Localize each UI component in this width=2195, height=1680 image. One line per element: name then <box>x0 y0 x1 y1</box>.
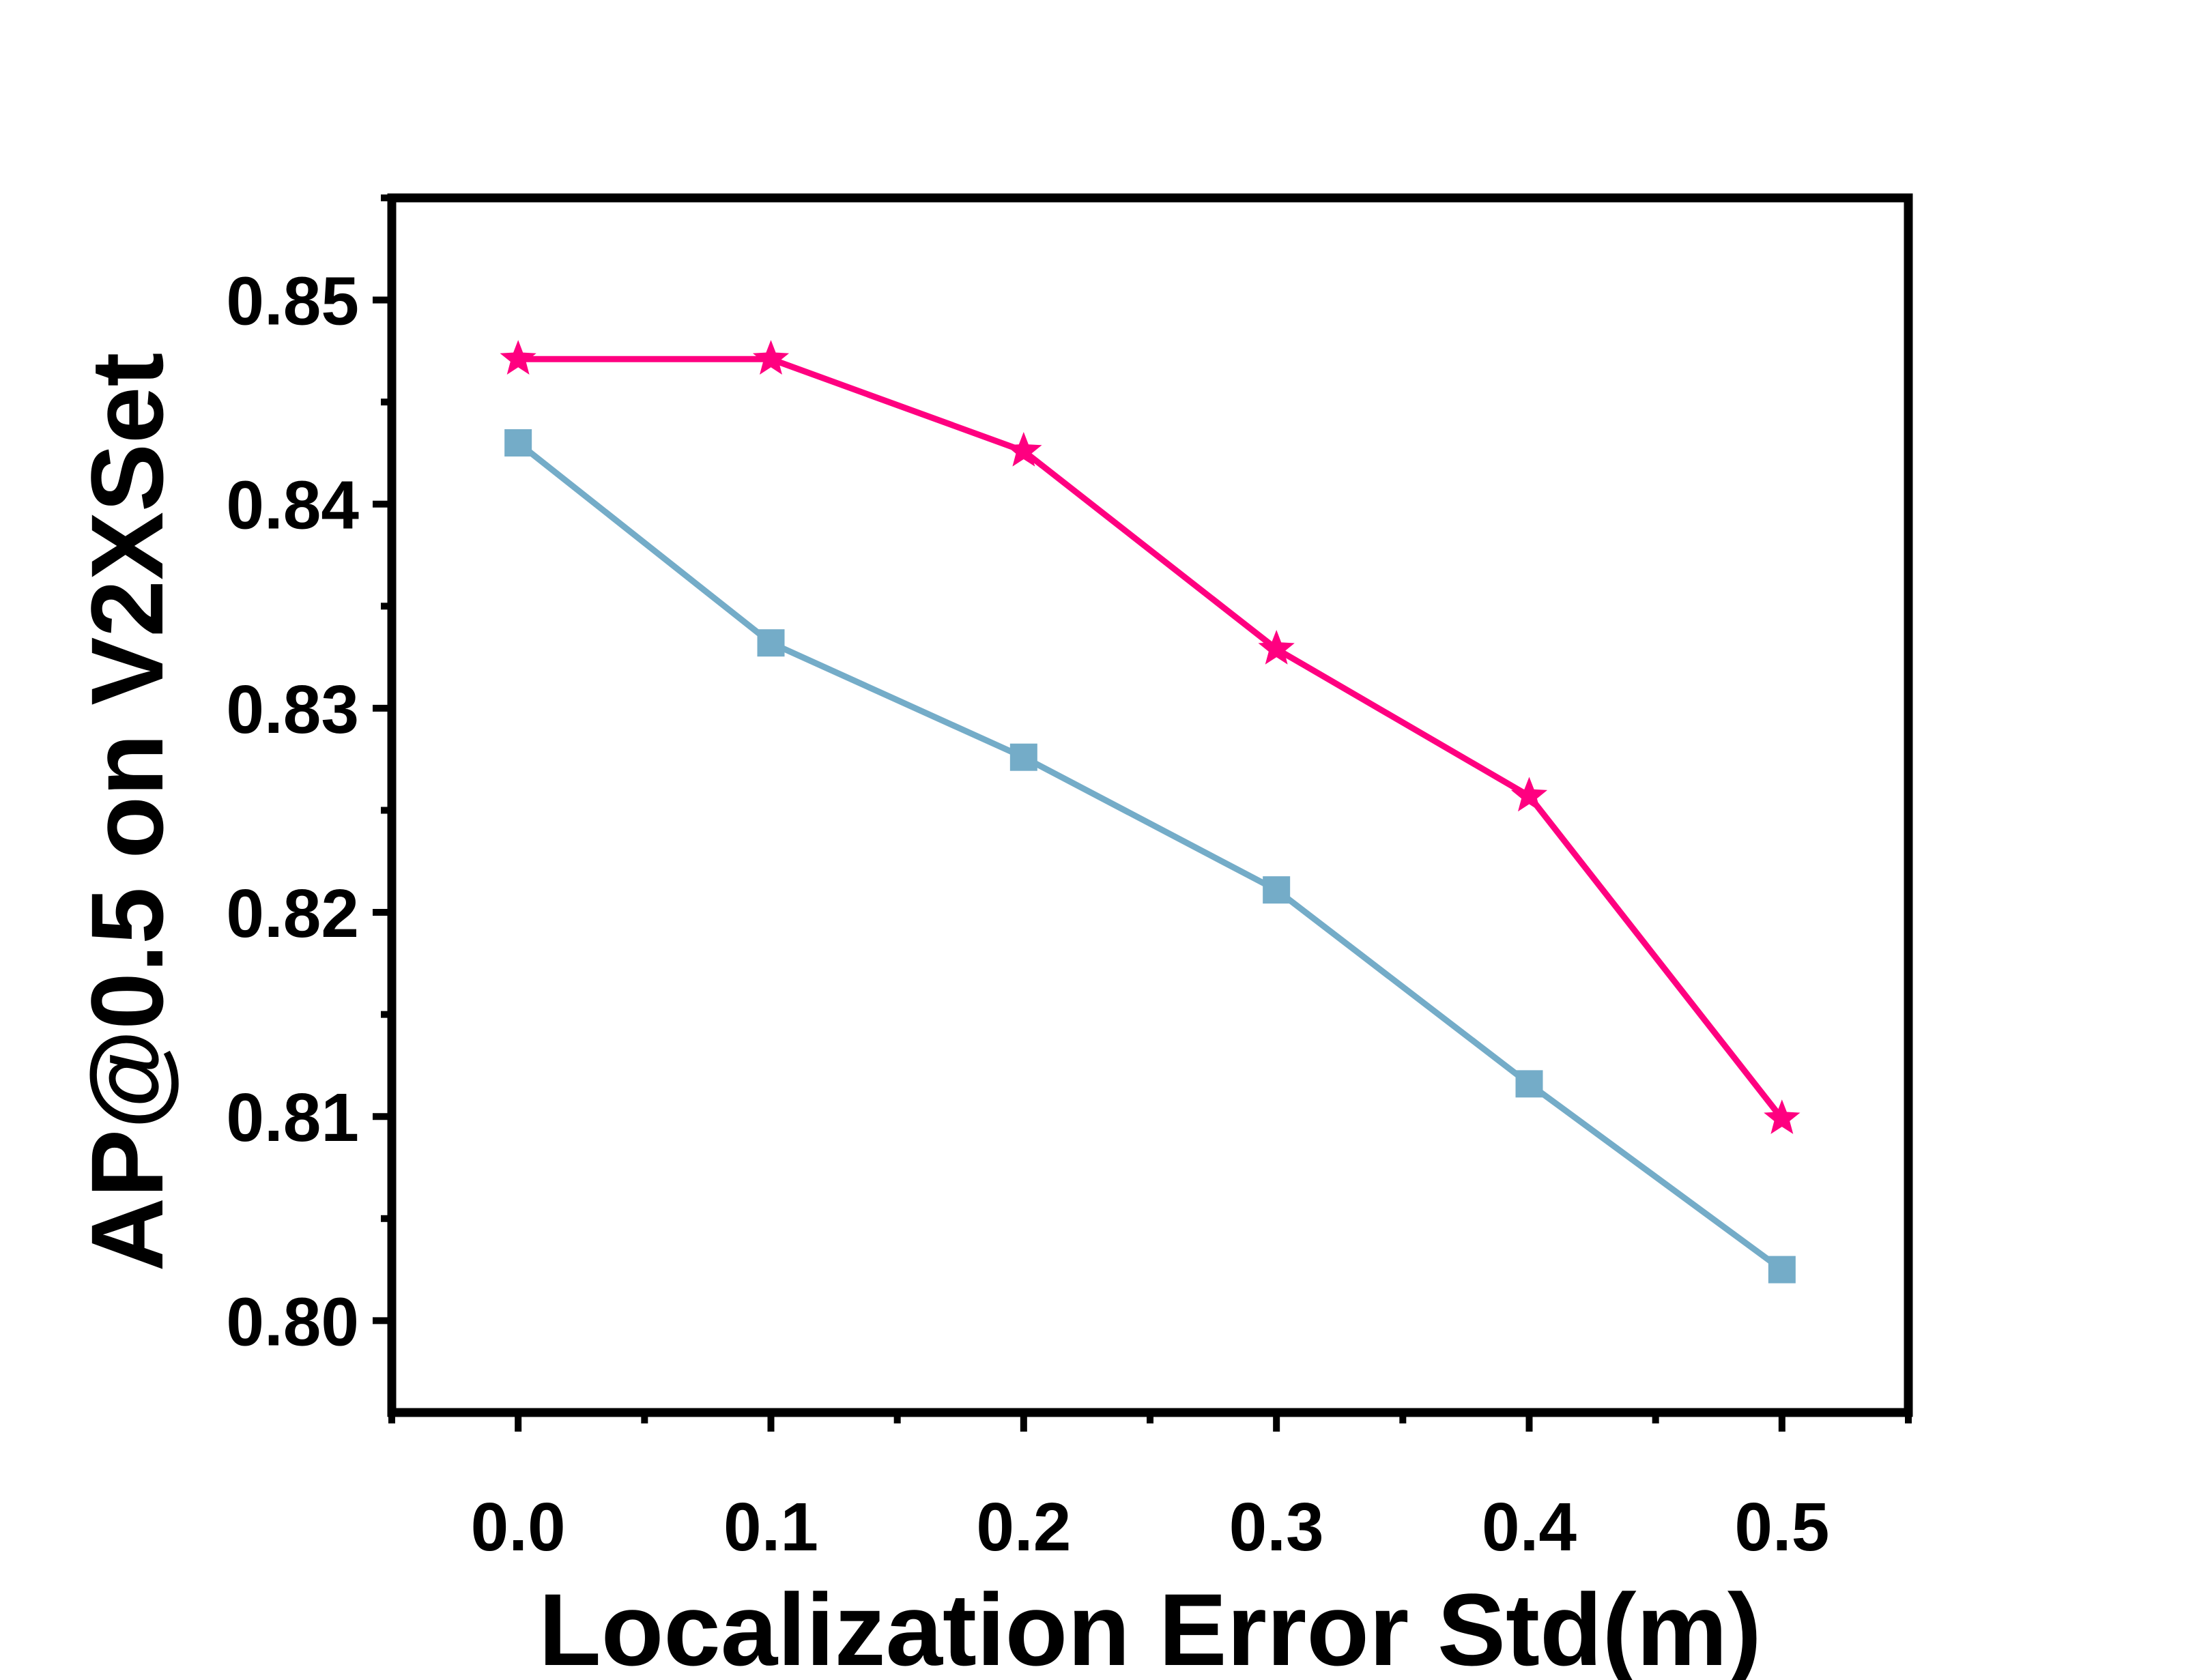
data-point <box>1009 743 1037 771</box>
data-point <box>1768 1256 1796 1284</box>
x-tick-label: 0.1 <box>723 1489 818 1565</box>
y-axis-title: AP@0.5 on V2XSet <box>70 353 184 1272</box>
y-tick-label: 0.83 <box>226 671 359 748</box>
series-1 <box>500 340 1801 1134</box>
data-point <box>1263 876 1291 904</box>
x-axis-title: Localization Error Std(m) <box>539 1572 1762 1680</box>
x-tick-label: 0.5 <box>1734 1489 1829 1565</box>
y-tick-label: 0.84 <box>226 467 359 544</box>
series-line <box>518 356 1785 1120</box>
plot-frame <box>387 193 1913 1417</box>
data-point <box>752 340 790 375</box>
series-layer <box>500 340 1801 1284</box>
series-line <box>516 440 1784 1273</box>
y-tick-label: 0.82 <box>226 875 359 952</box>
data-point <box>1764 1099 1801 1134</box>
data-point <box>1258 630 1295 665</box>
x-tick-label: 0.3 <box>1229 1489 1324 1565</box>
x-tick-label: 0.2 <box>976 1489 1071 1565</box>
data-point <box>1005 432 1042 467</box>
y-tick-label: 0.85 <box>226 263 359 340</box>
x-tick-label: 0.0 <box>471 1489 566 1565</box>
data-point <box>1510 777 1548 812</box>
y-tick-label: 0.80 <box>226 1284 359 1360</box>
x-tick-label: 0.4 <box>1482 1489 1577 1565</box>
y-tick-label: 0.81 <box>226 1080 359 1156</box>
data-point <box>757 629 785 657</box>
data-point <box>500 340 536 375</box>
data-point <box>1515 1070 1543 1098</box>
data-point <box>504 429 532 457</box>
series-2 <box>504 429 1796 1284</box>
axes-layer: 0.80 0.81 0.82 0.83 0.84 0.85 0.0 0.1 0.2 0.3 0.4 0… <box>226 194 1912 1565</box>
